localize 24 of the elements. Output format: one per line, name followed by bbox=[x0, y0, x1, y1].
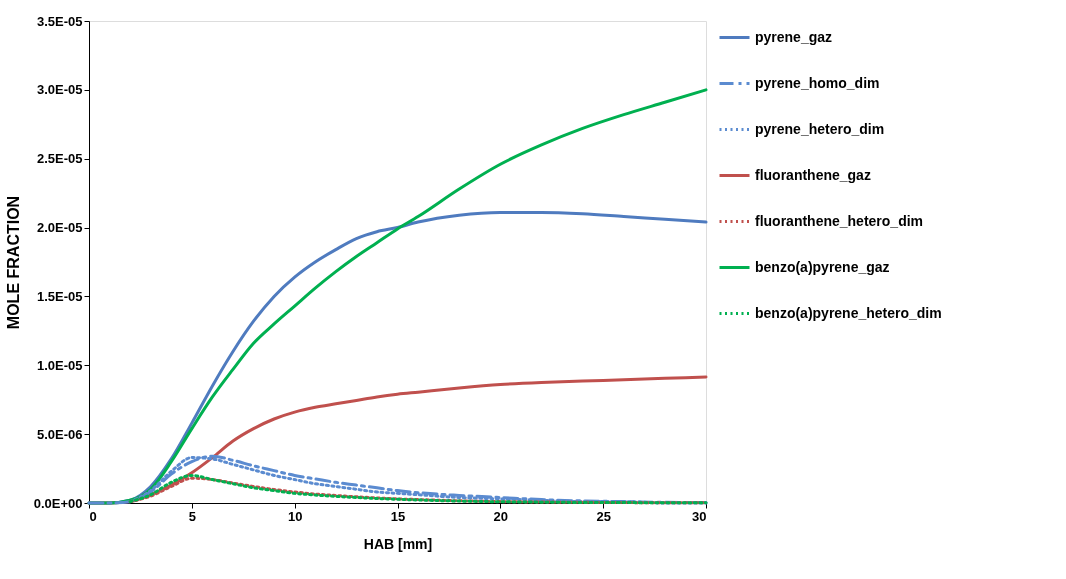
x-tick-label: 10 bbox=[287, 508, 303, 524]
legend-label: pyrene_hetero_dim bbox=[755, 120, 885, 137]
x-tick-label: 5 bbox=[188, 508, 196, 524]
legend-label: benzo(a)pyrene_hetero_dim bbox=[755, 304, 942, 321]
legend-label: pyrene_homo_dim bbox=[755, 74, 880, 91]
legend-label: fluoranthene_hetero_dim bbox=[755, 212, 924, 229]
x-tick-label: 25 bbox=[596, 508, 611, 524]
y-tick-label: 0.0E+00 bbox=[33, 495, 83, 511]
y-axis-title: MOLE FRACTION bbox=[4, 195, 22, 330]
x-axis-title: HAB [mm] bbox=[363, 535, 433, 552]
y-tick-label: 2.0E-05 bbox=[36, 220, 83, 236]
x-tick-label: 15 bbox=[390, 508, 406, 524]
y-tick-label: 3.0E-05 bbox=[36, 82, 83, 98]
y-tick-label: 3.5E-05 bbox=[36, 13, 83, 29]
y-tick-label: 5.0E-06 bbox=[36, 426, 83, 442]
y-tick-label: 1.5E-05 bbox=[36, 288, 83, 304]
x-tick-label: 0 bbox=[89, 508, 97, 524]
y-tick-label: 1.0E-05 bbox=[36, 357, 83, 373]
y-tick-label: 2.5E-05 bbox=[36, 151, 83, 167]
x-tick-label: 20 bbox=[493, 508, 509, 524]
legend-label: benzo(a)pyrene_gaz bbox=[755, 258, 890, 275]
legend-label: pyrene_gaz bbox=[755, 28, 833, 45]
legend-label: fluoranthene_gaz bbox=[755, 166, 871, 183]
x-tick-label: 30 bbox=[692, 508, 707, 524]
